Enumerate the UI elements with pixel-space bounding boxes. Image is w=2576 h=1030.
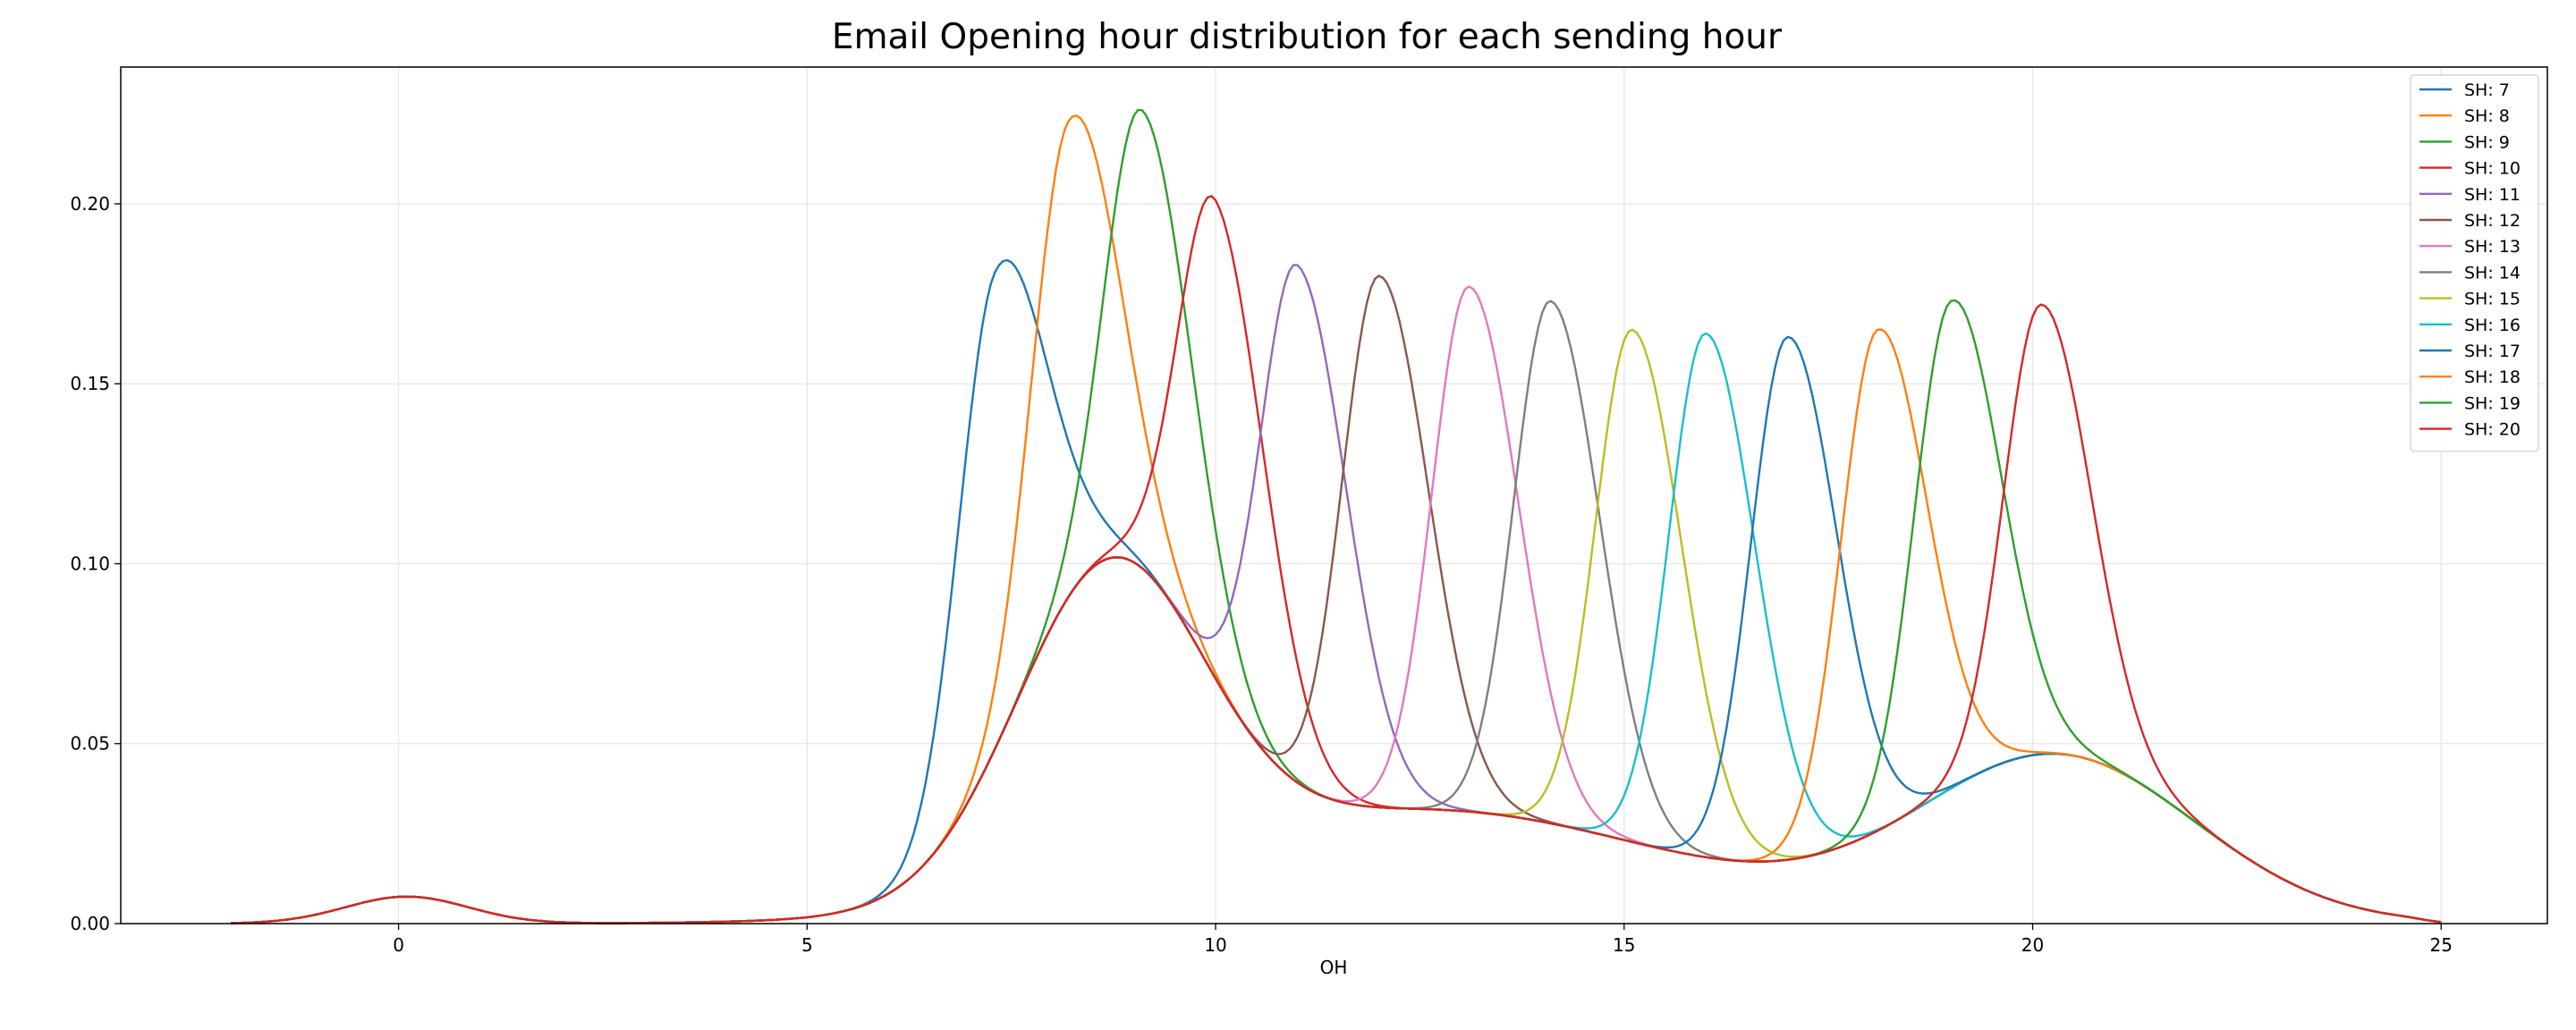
series-line-2 — [231, 114, 2442, 924]
axis-ticks: 0 5 10 15 20 25 0.00 0.05 0.10 0.15 0.20 — [70, 193, 2453, 956]
legend-label: SH: 16 — [2464, 316, 2521, 335]
legend-box — [2410, 74, 2539, 452]
y-tick-label: 0.15 — [70, 373, 110, 394]
series-line-7 — [231, 285, 2442, 924]
legend: SH: 7 SH: 8 SH: 9 SH: 10 SH: 11 SH: 12 SH: 13 S… — [2410, 74, 2539, 452]
series-line-8 — [231, 300, 2442, 924]
legend-label: SH: 9 — [2464, 132, 2510, 152]
grid-lines — [121, 67, 2547, 924]
series-line-1 — [231, 258, 2442, 924]
x-tick-label: 15 — [1613, 934, 1635, 956]
legend-label: SH: 20 — [2464, 420, 2521, 440]
chart-title: Email Opening hour distribution for each… — [832, 17, 1783, 57]
series-line-14 — [231, 303, 2442, 924]
legend-label: SH: 10 — [2464, 159, 2521, 179]
series-line-13 — [231, 299, 2442, 924]
y-tick-label: 0.05 — [70, 733, 110, 755]
legend-label: SH: 15 — [2464, 290, 2521, 309]
legend-label: SH: 8 — [2464, 106, 2510, 126]
y-tick-label: 0.00 — [70, 913, 110, 934]
x-axis-label: OH — [1320, 957, 1348, 978]
legend-label: SH: 11 — [2464, 185, 2521, 205]
y-tick-label: 0.10 — [70, 553, 110, 574]
x-tick-label: 0 — [393, 934, 404, 956]
x-tick-label: 25 — [2430, 934, 2453, 956]
legend-label: SH: 19 — [2464, 393, 2521, 413]
plot-frame — [120, 66, 2548, 924]
x-tick-label: 10 — [1204, 934, 1226, 956]
x-tick-label: 5 — [801, 934, 813, 956]
series-line-4 — [231, 195, 2442, 924]
y-tick-label: 0.20 — [70, 193, 110, 215]
legend-label: SH: 17 — [2464, 342, 2521, 361]
legend-label: SH: 12 — [2464, 211, 2521, 231]
legend-label: SH: 18 — [2464, 367, 2521, 387]
legend-label: SH: 13 — [2464, 237, 2521, 257]
legend-label: SH: 7 — [2464, 80, 2510, 100]
legend-label: SH: 14 — [2464, 263, 2521, 283]
x-tick-label: 20 — [2021, 934, 2044, 956]
series-lines — [231, 108, 2442, 924]
